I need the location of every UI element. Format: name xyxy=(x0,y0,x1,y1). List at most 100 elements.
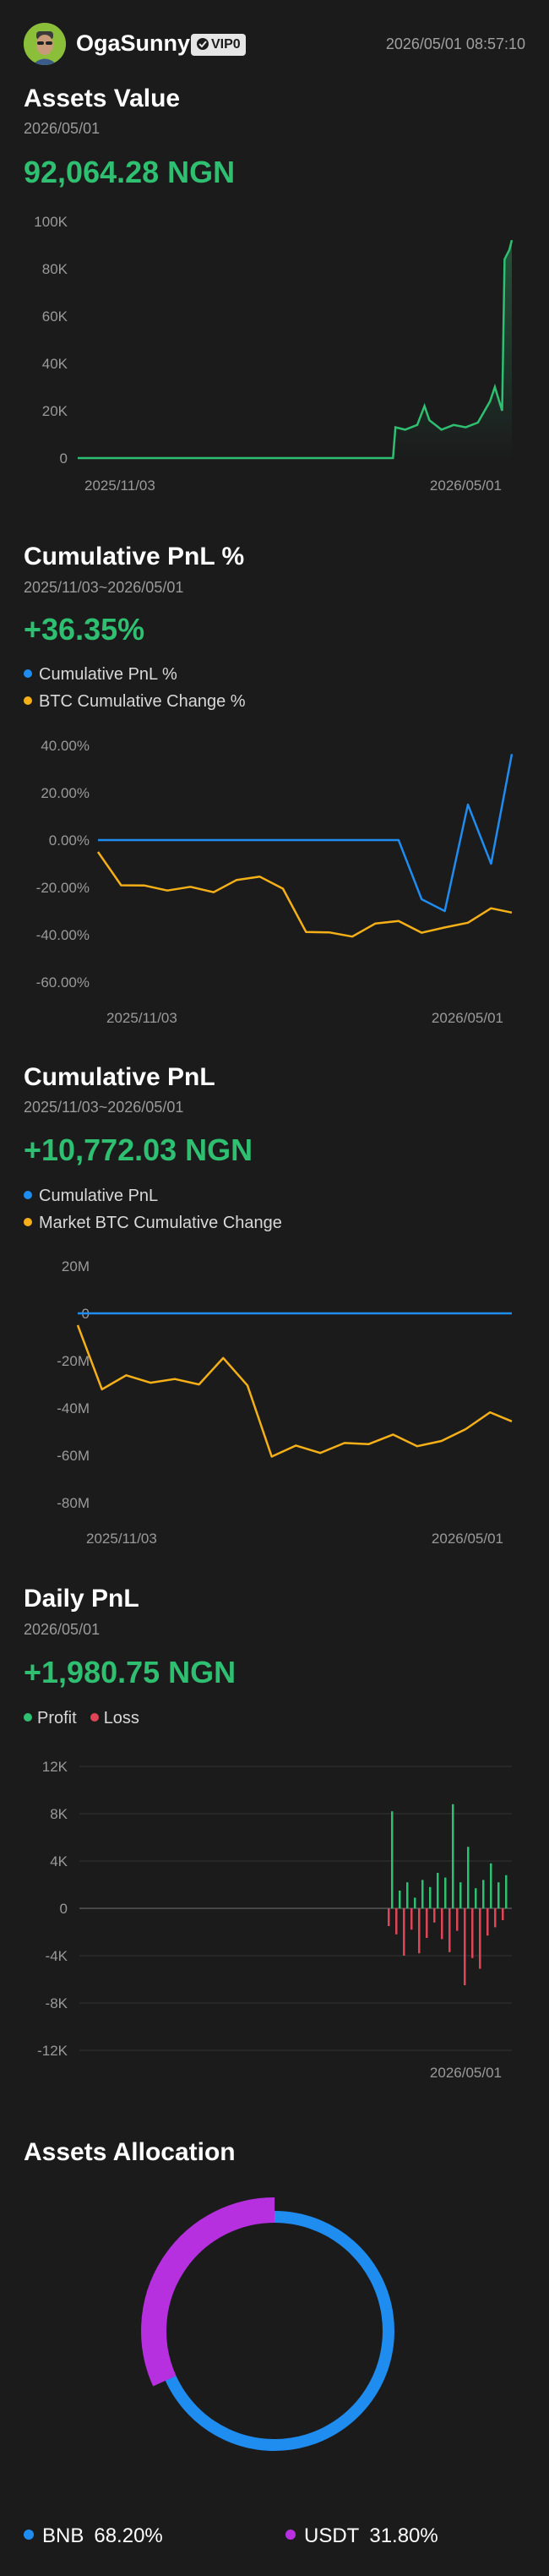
market-btc-change-line xyxy=(76,1324,513,1458)
y-tick-label: 12K xyxy=(42,1759,68,1775)
legend-btc-change-pct[interactable]: BTC Cumulative Change % xyxy=(24,692,246,712)
assets-value-line xyxy=(78,239,514,460)
cum-pnl-pct-title: Cumulative PnL % xyxy=(24,543,245,570)
assets-value-amount: 92,064.28 NGN xyxy=(24,155,236,189)
legend-dot-orange xyxy=(24,1218,32,1226)
username: OgaSunny xyxy=(76,30,191,56)
loss-bar xyxy=(448,1908,451,1952)
legend-dot-red xyxy=(90,1713,99,1722)
legend-market-btc-change[interactable]: Market BTC Cumulative Change xyxy=(24,1214,282,1233)
loss-bar xyxy=(388,1908,390,1926)
legend-profit[interactable]: Profit xyxy=(24,1709,77,1727)
allocation-donut-chart[interactable] xyxy=(0,2189,549,2476)
legend-dot-blue xyxy=(24,1191,32,1199)
legend-label: Cumulative PnL xyxy=(39,1187,159,1205)
legend-dot-green xyxy=(24,1713,32,1722)
daily-pnl-value: +1,980.75 NGN xyxy=(24,1655,236,1689)
legend-label: Cumulative PnL % xyxy=(39,665,177,684)
y-tick-label: 20K xyxy=(42,403,68,419)
legend-cum-pnl[interactable]: Cumulative PnL xyxy=(24,1187,158,1206)
allocation-legend-usdt[interactable]: USDT 31.80% xyxy=(285,2524,438,2548)
legend-label: Profit xyxy=(37,1709,77,1727)
allocation-pct: 68.20% xyxy=(94,2524,163,2547)
loss-bar xyxy=(479,1908,481,1969)
donut-slice-bnb xyxy=(165,2211,394,2451)
profit-bar xyxy=(497,1882,500,1908)
y-tick-label: -40M xyxy=(57,1400,90,1416)
y-tick-label: -20.00% xyxy=(36,880,90,896)
y-tick-label: -8K xyxy=(46,1995,68,2011)
allocation-asset: BNB xyxy=(42,2524,84,2547)
assets-value-title: Assets Value xyxy=(24,85,181,112)
allocation-asset: USDT xyxy=(304,2524,360,2547)
allocation-pct: 31.80% xyxy=(369,2524,438,2547)
vip-icon xyxy=(197,38,209,50)
profit-bar xyxy=(406,1882,409,1908)
profit-bar xyxy=(414,1897,416,1908)
x-tick-label: 2025/11/03 xyxy=(84,478,155,494)
x-tick-label: 2026/05/01 xyxy=(432,1531,503,1545)
y-tick-label: -20M xyxy=(57,1353,90,1369)
legend-label: Market BTC Cumulative Change xyxy=(39,1214,282,1232)
loss-bar xyxy=(395,1908,398,1935)
legend-dot-orange xyxy=(24,696,32,705)
daily-pnl-legend: Profit Loss xyxy=(24,1709,153,1728)
avatar-image xyxy=(24,23,66,65)
loss-bar xyxy=(418,1908,421,1954)
profit-bar xyxy=(421,1880,424,1908)
y-tick-label: 100K xyxy=(34,214,68,230)
legend-label: BTC Cumulative Change % xyxy=(39,692,246,711)
legend-dot-purple xyxy=(285,2530,296,2540)
profit-bar xyxy=(467,1847,470,1908)
assets-value-chart[interactable]: 100K 80K 60K 40K 20K 0 2025/11/03 2026/05/01 xyxy=(0,203,549,507)
profit-bar xyxy=(475,1888,477,1908)
loss-bar xyxy=(426,1908,428,1938)
profit-bar xyxy=(505,1875,508,1908)
cum-pnl-pct-value: +36.35% xyxy=(24,612,145,647)
loss-bar xyxy=(410,1908,413,1930)
legend-dot-blue xyxy=(24,669,32,678)
daily-pnl-chart[interactable]: 12K 8K 4K 0 -4K -8K -12K 2026/05/01 xyxy=(0,1741,549,2096)
x-tick-label: 2025/11/03 xyxy=(86,1531,157,1545)
y-tick-label: -80M xyxy=(57,1495,90,1511)
cum-pnl-date: 2025/11/03~2026/05/01 xyxy=(24,1099,184,1116)
y-tick-label: -4K xyxy=(46,1948,68,1964)
allocation-legend-bnb[interactable]: BNB 68.20% xyxy=(24,2524,163,2548)
legend-loss[interactable]: Loss xyxy=(90,1709,139,1727)
profit-bar xyxy=(452,1804,454,1908)
y-tick-label: 80K xyxy=(42,261,68,277)
y-tick-label: -12K xyxy=(37,2043,68,2059)
profit-bar xyxy=(459,1882,462,1908)
legend-dot-blue xyxy=(24,2530,34,2540)
loss-bar xyxy=(486,1908,489,1936)
y-tick-label: -60M xyxy=(57,1448,90,1464)
loss-bar xyxy=(441,1908,443,1940)
allocation-title: Assets Allocation xyxy=(24,2138,236,2166)
profit-bar xyxy=(444,1877,447,1908)
y-tick-label: 8K xyxy=(50,1806,68,1822)
cum-pnl-value: +10,772.03 NGN xyxy=(24,1132,253,1167)
profit-bar xyxy=(429,1886,432,1908)
cum-pnl-pct-line xyxy=(98,753,514,913)
loss-bar xyxy=(433,1908,436,1923)
y-tick-label: 0.00% xyxy=(49,832,90,849)
loss-bar xyxy=(502,1908,504,1920)
loss-bar xyxy=(471,1908,474,1958)
vip-badge[interactable]: VIP0 xyxy=(191,34,246,56)
y-tick-label: -60.00% xyxy=(36,974,90,991)
legend-cum-pnl-pct[interactable]: Cumulative PnL % xyxy=(24,665,177,685)
assets-value-date: 2026/05/01 xyxy=(24,120,101,137)
profit-bar xyxy=(490,1863,492,1908)
x-tick-label: 2025/11/03 xyxy=(106,1010,177,1023)
btc-change-pct-line xyxy=(96,851,513,938)
daily-pnl-date: 2026/05/01 xyxy=(24,1621,101,1638)
loss-bar xyxy=(464,1908,466,1985)
y-tick-label: 20.00% xyxy=(41,785,90,801)
avatar[interactable] xyxy=(24,23,66,65)
cum-pnl-pct-chart[interactable]: 40.00% 20.00% 0.00% -20.00% -40.00% -60.00% 20… xyxy=(0,727,549,1023)
y-tick-label: 20M xyxy=(62,1258,90,1274)
profit-bar xyxy=(399,1891,401,1908)
header: OgaSunny VIP0 2026/05/01 08:57:10 xyxy=(0,0,549,90)
profit-bar xyxy=(437,1873,439,1908)
